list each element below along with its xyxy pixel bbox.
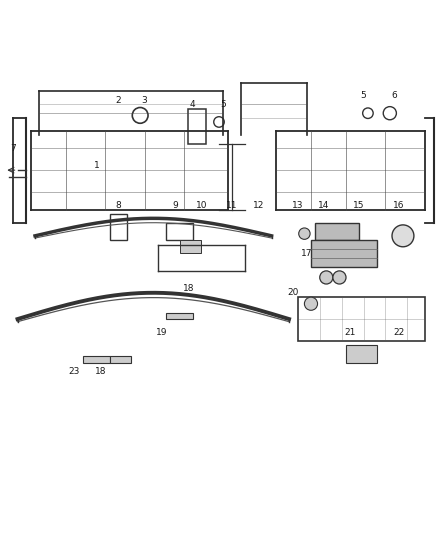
Circle shape: [392, 225, 414, 247]
Text: 23: 23: [69, 367, 80, 376]
Circle shape: [299, 228, 310, 239]
Polygon shape: [311, 240, 377, 266]
Circle shape: [304, 297, 318, 310]
Circle shape: [333, 271, 346, 284]
Text: 6: 6: [391, 91, 397, 100]
Text: 9: 9: [172, 201, 178, 209]
Text: 3: 3: [141, 95, 148, 104]
Text: 18: 18: [95, 367, 106, 376]
Text: 14: 14: [318, 201, 330, 209]
Text: 5: 5: [220, 100, 226, 109]
Text: 7: 7: [10, 144, 16, 153]
Polygon shape: [346, 345, 377, 363]
Text: 15: 15: [353, 201, 365, 209]
Circle shape: [320, 271, 333, 284]
Text: 21: 21: [345, 328, 356, 337]
Polygon shape: [83, 356, 110, 363]
Text: 20: 20: [288, 288, 299, 297]
Text: 13: 13: [292, 201, 304, 209]
Text: 4: 4: [190, 100, 195, 109]
Polygon shape: [110, 356, 131, 363]
Text: 17: 17: [301, 249, 312, 258]
Text: 2: 2: [116, 95, 121, 104]
Polygon shape: [166, 313, 193, 319]
Polygon shape: [180, 240, 201, 253]
Text: 1: 1: [93, 161, 99, 170]
Text: 5: 5: [360, 91, 367, 100]
Text: 10: 10: [196, 201, 207, 209]
Text: 22: 22: [393, 328, 404, 337]
Text: 16: 16: [393, 201, 404, 209]
Text: 11: 11: [226, 201, 238, 209]
Text: 18: 18: [183, 284, 194, 293]
Polygon shape: [315, 223, 359, 240]
Text: 19: 19: [156, 328, 168, 337]
Text: 12: 12: [253, 201, 264, 209]
Text: 8: 8: [115, 201, 121, 209]
